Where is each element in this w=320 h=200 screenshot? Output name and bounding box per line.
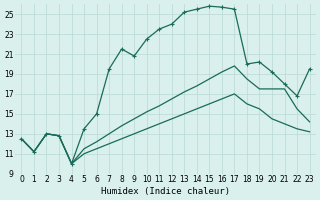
X-axis label: Humidex (Indice chaleur): Humidex (Indice chaleur): [101, 187, 230, 196]
